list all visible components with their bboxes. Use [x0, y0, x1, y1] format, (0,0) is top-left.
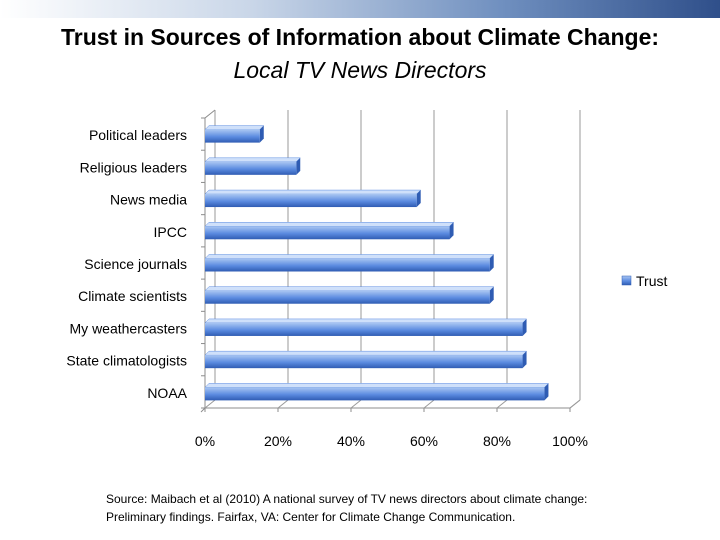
legend: Trust — [621, 273, 667, 289]
bar-top-face — [204, 222, 455, 227]
bar — [204, 383, 550, 401]
category-label: NOAA — [147, 385, 187, 401]
legend-label: Trust — [636, 273, 667, 289]
bar-end-face — [259, 125, 264, 143]
x-tick-label: 60% — [410, 433, 438, 449]
bar-front-face — [205, 387, 545, 401]
gridline-floor — [423, 399, 435, 409]
category-labels: Political leaders Religious leaders News m… — [66, 127, 187, 401]
category-label: IPCC — [154, 224, 187, 240]
category-label: Political leaders — [89, 127, 187, 143]
bar-end-face — [522, 351, 527, 369]
bar-top-face — [204, 383, 550, 388]
gridline-floor — [496, 399, 508, 409]
gridline-floor — [569, 399, 581, 409]
bar — [204, 254, 495, 272]
gridline-floor — [277, 399, 289, 409]
bar-top-face — [204, 189, 422, 195]
x-tick-label: 20% — [264, 433, 292, 449]
bar — [204, 318, 528, 336]
bar-end-face — [416, 190, 421, 208]
category-label: State climatologists — [66, 353, 187, 369]
category-label: Science journals — [84, 256, 187, 272]
x-tick-label: 40% — [337, 433, 365, 449]
legend-swatch — [621, 275, 632, 286]
bar-end-face — [296, 157, 301, 175]
category-label: Religious leaders — [80, 159, 187, 175]
bar — [204, 350, 528, 369]
bar-front-face — [205, 258, 490, 272]
source-citation: Source: Maibach et al (2010) A national … — [106, 490, 666, 526]
x-tick-label: 100% — [552, 433, 588, 449]
bar — [204, 157, 301, 175]
bars — [204, 125, 550, 401]
bar-end-face — [522, 318, 527, 336]
bar-top-face — [204, 286, 495, 291]
bar-front-face — [205, 129, 260, 143]
bar-front-face — [205, 322, 523, 336]
bar-end-face — [489, 286, 494, 304]
category-label: Climate scientists — [78, 288, 187, 304]
slide-subtitle: Local TV News Directors — [233, 57, 487, 83]
source-line-2: Preliminary findings. Fairfax, VA: Cente… — [106, 510, 516, 524]
bar-top-face — [204, 254, 495, 259]
bar-front-face — [205, 161, 297, 175]
x-tick-label: 0% — [195, 433, 215, 449]
bar-front-face — [205, 290, 490, 304]
bar-top-face — [204, 157, 301, 163]
bar-top-face — [204, 125, 265, 130]
trust-bar-chart: Political leaders Religious leaders News m… — [66, 109, 667, 449]
source-line-1: Source: Maibach et al (2010) A national … — [106, 492, 588, 506]
slide-title: Trust in Sources of Information about Cl… — [60, 24, 660, 50]
bar-top-face — [204, 350, 528, 356]
axis-corner — [200, 407, 206, 413]
floor-axis — [205, 399, 581, 409]
x-tick-label: 80% — [483, 433, 511, 449]
bar-end-face — [544, 383, 549, 401]
bar — [204, 286, 495, 304]
bar — [204, 222, 455, 240]
bar-end-face — [489, 254, 494, 272]
bar-top-face — [204, 318, 528, 324]
bar-end-face — [449, 222, 454, 240]
bar-front-face — [205, 226, 450, 240]
category-label: My weathercasters — [70, 320, 187, 336]
gridline-floor — [204, 399, 216, 409]
bar-front-face — [205, 355, 523, 369]
bar — [204, 125, 265, 143]
bar — [204, 189, 422, 208]
gridline-floor — [350, 399, 362, 409]
bar-front-face — [205, 194, 417, 208]
top-gradient-band — [0, 0, 720, 18]
category-label: News media — [110, 192, 187, 208]
x-tick-labels: 0% 20% 40% 60% 80% 100% — [195, 433, 588, 449]
